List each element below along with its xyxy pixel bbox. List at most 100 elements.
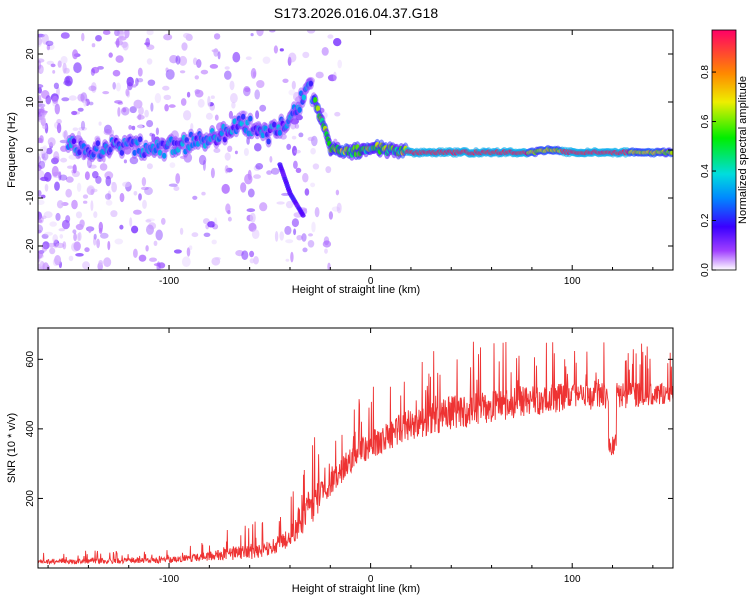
spectrogram-noise-blob bbox=[38, 156, 41, 165]
spectrogram-noise-blob bbox=[173, 249, 182, 254]
spectrogram-noise-blob bbox=[333, 71, 337, 82]
spectrogram-x-ticks: -100 0 100 bbox=[47, 30, 654, 287]
spectrogram-noise-blob bbox=[124, 30, 130, 39]
snr-y-tick-label: 200 bbox=[25, 490, 36, 507]
spectrogram-noise-blob bbox=[135, 77, 139, 86]
spectrogram-noise-blob bbox=[255, 163, 264, 170]
spectrogram-noise-blob bbox=[91, 82, 97, 93]
spectrogram-noise-blob bbox=[49, 221, 57, 227]
spectrogram-noise-blob bbox=[60, 56, 68, 64]
spectrogram-noise-blob bbox=[96, 238, 100, 249]
spectrogram-noise-blob bbox=[42, 262, 49, 270]
spectrogram-noise-blob bbox=[291, 218, 299, 228]
spectrogram-noise-blob bbox=[91, 188, 98, 193]
spectrogram-noise-blob bbox=[227, 145, 233, 152]
spectrogram-noise-blob bbox=[213, 148, 221, 153]
spectrogram-noise-blob bbox=[307, 136, 315, 142]
snr-x-tick-label: 100 bbox=[564, 574, 581, 585]
spectrogram-noise-blob bbox=[180, 98, 187, 106]
spectrogram-noise-blob bbox=[308, 233, 313, 237]
spectrogram-noise-blob bbox=[178, 55, 188, 66]
spectrogram-noise-blob bbox=[336, 202, 342, 214]
spectrogram-noise-blob bbox=[38, 116, 46, 123]
spectrogram-noise-blob bbox=[331, 206, 341, 212]
spectrogram-ridge-core bbox=[670, 150, 673, 155]
spectrogram-noise-blob bbox=[57, 60, 62, 68]
spectrogram-noise-blob bbox=[51, 165, 59, 177]
colorbar-tick-label: 0.0 bbox=[700, 263, 711, 277]
spectrogram-noise-blob bbox=[164, 104, 169, 112]
spectrogram-noise-blob bbox=[146, 218, 155, 222]
spectrogram-noise-blob bbox=[140, 186, 149, 191]
spectrogram-noise-blob bbox=[269, 30, 276, 33]
colorbar-label: Normalized spectral amplitude bbox=[737, 76, 749, 224]
spectrogram-noise-blob bbox=[38, 160, 46, 169]
spectrogram-noise-blob bbox=[201, 191, 206, 196]
spectrogram-noise-blob bbox=[250, 68, 257, 79]
spectrogram-noise-blob bbox=[306, 30, 316, 34]
spectrogram-noise-blob bbox=[210, 167, 215, 179]
spectrogram-noise-blob bbox=[131, 125, 136, 131]
spectrogram-noise-blob bbox=[71, 199, 78, 210]
spectrogram-noise-blob bbox=[255, 110, 260, 120]
spectrogram-noise-blob bbox=[138, 254, 147, 262]
spectrogram-noise-blob bbox=[302, 247, 308, 253]
spectrogram-noise-blob bbox=[91, 43, 96, 48]
spectrogram-noise-blob bbox=[127, 82, 133, 91]
spectrogram-noise-blob bbox=[105, 175, 112, 187]
spectrogram-noise-blob bbox=[163, 94, 172, 101]
spectrogram-noise-blob bbox=[61, 97, 70, 102]
spectrogram-noise-blob bbox=[38, 60, 41, 70]
spectrogram-noise-blob bbox=[137, 124, 143, 129]
spectrogram-y-tick-label: 20 bbox=[25, 48, 36, 60]
spectrogram-noise-blob bbox=[245, 56, 252, 60]
spectrogram-noise-blob bbox=[162, 85, 170, 91]
spectrogram-noise-blob bbox=[114, 238, 124, 245]
spectrogram-noise-blob bbox=[40, 215, 47, 220]
spectrogram-noise-blob bbox=[229, 80, 235, 91]
spectrogram-noise-blob bbox=[148, 222, 157, 230]
spectrogram-noise-blob bbox=[203, 232, 211, 237]
spectrogram-noise-blob bbox=[46, 44, 51, 51]
spectrogram-noise-blob bbox=[254, 89, 260, 100]
spectrogram-noise-blob bbox=[194, 89, 204, 98]
spectrogram-ridge-core bbox=[297, 106, 302, 113]
spectrogram-noise-blob bbox=[62, 62, 67, 74]
spectrogram-noise-blob bbox=[335, 189, 340, 196]
spectrogram-noise-blob bbox=[38, 199, 45, 205]
spectrogram-noise-blob bbox=[327, 74, 337, 82]
spectrogram-noise-blob bbox=[86, 186, 96, 196]
spectrogram-noise-blob bbox=[211, 49, 219, 53]
snr-panel: -100 0 100 200 400 600 Height of straight li… bbox=[6, 327, 674, 595]
spectrogram-noise-blob bbox=[44, 183, 49, 192]
spectrogram-noise-blob bbox=[98, 121, 102, 126]
spectrogram-noise-blob bbox=[41, 151, 49, 161]
spectrogram-noise-blob bbox=[81, 32, 85, 42]
spectrogram-noise-blob bbox=[90, 200, 94, 212]
spectrogram-noise-blob bbox=[133, 99, 143, 109]
spectrogram-noise-blob bbox=[322, 240, 332, 248]
spectrogram-noise-blob bbox=[71, 110, 78, 116]
spectrogram-noise-blob bbox=[214, 257, 221, 261]
snr-x-ticks: -100 0 100 bbox=[47, 328, 654, 585]
spectrogram-noise-blob bbox=[52, 70, 56, 74]
spectrogram-noise-blob bbox=[227, 216, 232, 222]
spectrogram-noise-blob bbox=[145, 245, 149, 252]
spectrogram-noise-blob bbox=[337, 59, 343, 69]
spectrogram-noise-blob bbox=[117, 107, 121, 117]
spectrogram-noise-blob bbox=[44, 231, 53, 236]
spectrogram-noise-blob bbox=[145, 219, 152, 223]
snr-y-label: SNR (10 * v/v) bbox=[6, 413, 18, 483]
spectrogram-noise-blob bbox=[293, 149, 301, 154]
spectrogram-noise-blob bbox=[311, 221, 316, 233]
spectrogram-noise-blob bbox=[77, 107, 84, 112]
spectrogram-y-tick-label: 10 bbox=[25, 96, 36, 108]
spectrogram-noise-blob bbox=[71, 169, 76, 174]
spectrogram-noise-blob bbox=[72, 229, 77, 234]
spectrogram-noise-blob bbox=[230, 93, 238, 104]
snr-x-tick-label: -100 bbox=[159, 574, 179, 585]
spectrogram-noise-blob bbox=[103, 129, 112, 136]
spectrogram-noise-blob bbox=[60, 32, 70, 39]
spectrogram-noise-blob bbox=[103, 257, 112, 268]
